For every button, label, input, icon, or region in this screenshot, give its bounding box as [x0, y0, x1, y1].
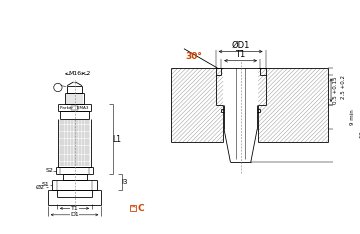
Text: ØD1: ØD1: [231, 41, 250, 50]
Text: 9 min: 9 min: [350, 109, 355, 125]
Text: S1: S1: [42, 182, 50, 187]
Text: 2.5 +0.2: 2.5 +0.2: [341, 75, 346, 99]
Text: Parker   EMA3: Parker EMA3: [60, 106, 89, 110]
Text: l3: l3: [121, 179, 127, 185]
Text: L1: L1: [112, 135, 121, 144]
Text: D1: D1: [70, 212, 79, 217]
Text: Ø2: Ø2: [36, 185, 45, 190]
Bar: [71, 106, 78, 110]
Text: T1: T1: [235, 50, 246, 59]
Text: 0.5 +0.15: 0.5 +0.15: [333, 77, 338, 104]
Text: 30°: 30°: [186, 52, 203, 61]
Text: C: C: [137, 204, 144, 213]
Text: M16×2: M16×2: [68, 71, 90, 76]
Text: S2: S2: [45, 168, 53, 173]
Bar: [130, 205, 136, 211]
Text: T1: T1: [71, 206, 78, 211]
